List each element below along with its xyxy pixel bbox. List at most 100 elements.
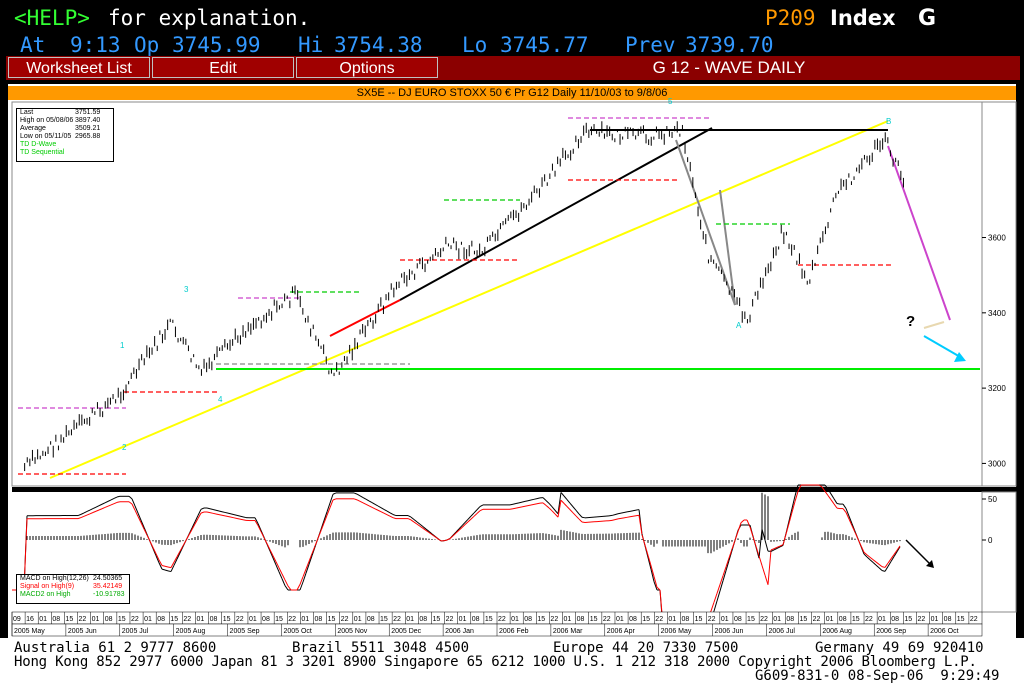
signal-line: [257, 525, 262, 532]
signal-line: [467, 518, 472, 523]
indicator-row: TD Sequential: [20, 149, 65, 156]
signal-line: [326, 507, 331, 516]
macd-line: [329, 494, 334, 504]
signal-line: [764, 574, 769, 585]
signal-line: [407, 518, 412, 521]
macd-line: [896, 546, 901, 552]
signal-line: [749, 526, 754, 537]
signal-line: [89, 512, 94, 515]
date-axis-day: 15: [695, 616, 703, 623]
signal-line: [164, 565, 169, 568]
date-axis-day: 22: [813, 616, 821, 623]
stat-row: Average 3509.21: [17, 125, 113, 133]
signal-line: [638, 515, 643, 535]
macd-axis: [981, 491, 1017, 613]
macd-line: [377, 505, 382, 509]
low-label: Lo: [462, 33, 488, 57]
signal-line: [797, 484, 802, 492]
signal-line: [233, 517, 238, 519]
signal-line: [572, 512, 577, 517]
wave-label: A: [736, 321, 742, 330]
signal-line: [578, 518, 583, 523]
macd-label: MACD on High(12,26): [20, 575, 89, 582]
date-axis-day: 22: [760, 616, 768, 623]
signal-line: [200, 511, 205, 514]
date-axis-day: 01: [721, 616, 729, 623]
signal-line: [383, 512, 388, 516]
wave-label: 5: [668, 97, 673, 106]
macd-line: [884, 566, 889, 572]
signal-line: [263, 537, 268, 544]
date-axis-day: 15: [223, 616, 231, 623]
worksheet-list-menu[interactable]: Worksheet List: [8, 57, 150, 78]
macd-line: [830, 493, 835, 500]
signal-line: [101, 507, 106, 510]
macd-line: [194, 515, 199, 522]
date-axis-day: 01: [39, 616, 47, 623]
macd-line: [392, 514, 397, 517]
wave-label: 4: [218, 395, 223, 404]
macd-line: [770, 549, 775, 552]
date-axis-day: 15: [380, 616, 388, 623]
date-axis-month: 2005 Nov: [337, 628, 367, 635]
macd-line: [152, 548, 157, 556]
macd-line: [764, 539, 769, 552]
macd-line: [566, 499, 571, 504]
macd-line: [224, 511, 229, 514]
date-axis-day: 22: [865, 616, 873, 623]
edit-menu[interactable]: Edit: [152, 57, 294, 78]
macd-line: [611, 514, 616, 516]
date-axis-day: 08: [472, 616, 480, 623]
macd-label: MACD2 on High: [20, 591, 71, 598]
macd-line: [320, 520, 325, 530]
macd-line: [620, 512, 625, 514]
signal-line: [446, 538, 451, 541]
help-link[interactable]: <HELP>: [14, 6, 90, 30]
date-axis-day: 01: [931, 616, 939, 623]
signal-line: [131, 503, 136, 511]
macd-line: [617, 512, 622, 515]
signal-line: [773, 546, 778, 550]
macd-line: [881, 569, 886, 572]
question-mark: ?: [906, 313, 915, 330]
signal-line: [266, 543, 271, 550]
signal-line: [521, 505, 526, 508]
signal-line: [842, 508, 847, 513]
signal-line: [833, 503, 838, 509]
signal-line: [851, 525, 856, 533]
date-axis-month: 2006 May: [661, 628, 692, 635]
date-axis-day: 08: [786, 616, 794, 623]
date-axis-day: 15: [485, 616, 493, 623]
date-axis-day: 01: [459, 616, 467, 623]
signal-line: [893, 549, 898, 555]
date-axis-day: 08: [210, 616, 218, 623]
macd-line: [356, 493, 361, 497]
signal-line: [431, 534, 436, 538]
macd-value: 35.42149: [93, 583, 123, 590]
date-axis-day: 08: [734, 616, 742, 623]
signal-line: [716, 584, 721, 594]
signal-line: [152, 547, 157, 554]
macd-line: [455, 528, 460, 533]
signal-line: [518, 506, 523, 508]
stat-row: High on 05/08/06 3897.40: [17, 117, 113, 125]
signal-line: [881, 566, 886, 568]
options-menu[interactable]: Options: [296, 57, 438, 78]
signal-line: [167, 566, 172, 569]
signal-line: [413, 521, 418, 525]
signal-line: [512, 507, 517, 510]
signal-line: [641, 534, 646, 546]
macd-line: [359, 495, 364, 498]
date-axis-day: 08: [524, 616, 532, 623]
date-axis-day: 01: [616, 616, 624, 623]
macd-line: [893, 551, 898, 557]
signal-line: [650, 565, 655, 577]
macd-line: [92, 506, 97, 510]
function-key[interactable]: G: [918, 6, 937, 31]
date-axis-day: 15: [904, 616, 912, 623]
macd-line: [176, 552, 181, 560]
macd-line: [545, 500, 550, 504]
signal-line: [179, 545, 184, 552]
date-axis-month: 2005 Jul: [122, 628, 149, 635]
